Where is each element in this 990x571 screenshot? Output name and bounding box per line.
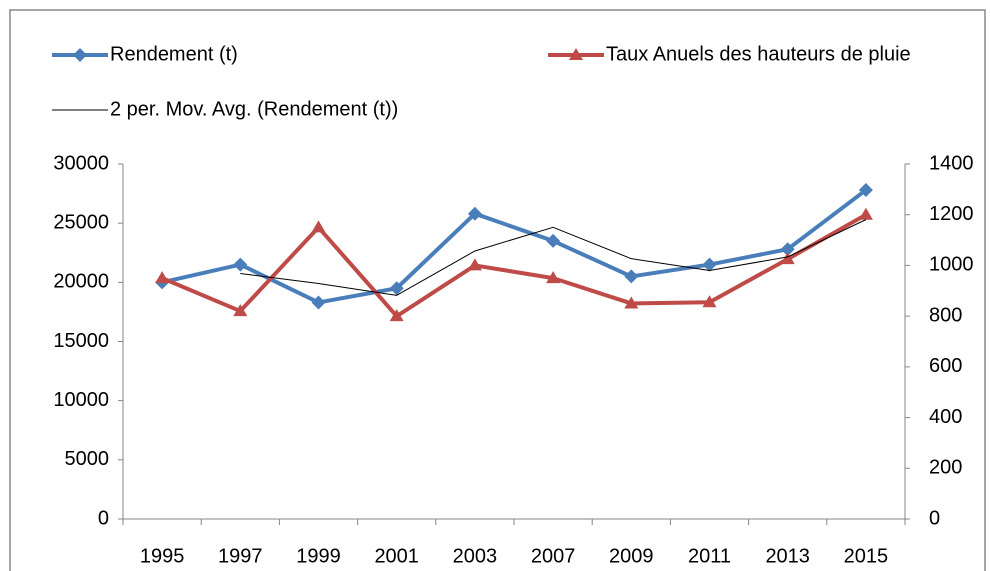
y2-tick-label: 1000 xyxy=(929,254,974,276)
y2-tick-label: 0 xyxy=(929,507,940,529)
marker xyxy=(467,206,482,221)
y-tick-label: 30000 xyxy=(53,152,109,174)
series-line xyxy=(161,188,868,305)
y2-tick-label: 800 xyxy=(929,304,962,326)
y2-tick-label: 400 xyxy=(929,406,962,428)
legend-label: Taux Anuels des hauteurs de pluie xyxy=(606,43,911,65)
marker xyxy=(155,271,170,284)
y-tick-label: 5000 xyxy=(65,448,110,470)
series-line xyxy=(161,212,867,319)
chart-border xyxy=(9,9,986,571)
x-tick-label: 1995 xyxy=(140,545,185,567)
marker xyxy=(858,183,873,198)
y2-tick-label: 1400 xyxy=(929,152,974,174)
marker xyxy=(780,252,795,265)
marker xyxy=(546,271,561,284)
marker xyxy=(311,295,326,310)
marker xyxy=(624,269,639,284)
marker xyxy=(233,257,248,272)
legend-label: Rendement (t) xyxy=(110,43,238,65)
y-tick-label: 10000 xyxy=(53,389,109,411)
marker xyxy=(702,257,717,272)
marker xyxy=(624,296,639,309)
marker xyxy=(311,220,326,233)
marker xyxy=(546,233,561,248)
y2-tick-label: 600 xyxy=(929,355,962,377)
y-tick-label: 0 xyxy=(98,507,109,529)
legend-marker xyxy=(569,48,583,60)
marker xyxy=(389,309,404,322)
x-tick-label: 1999 xyxy=(296,545,341,567)
marker xyxy=(780,242,795,257)
marker xyxy=(233,304,248,317)
x-tick-label: 2001 xyxy=(374,545,419,567)
y-tick-label: 20000 xyxy=(53,271,109,293)
x-tick-label: 1997 xyxy=(218,545,263,567)
legend-marker xyxy=(73,48,87,62)
y-tick-label: 15000 xyxy=(53,330,109,352)
y2-tick-label: 1200 xyxy=(929,203,974,225)
y2-tick-label: 200 xyxy=(929,457,962,479)
x-tick-label: 2011 xyxy=(688,545,731,567)
y-tick-label: 25000 xyxy=(53,211,109,233)
marker xyxy=(467,258,482,271)
x-tick-label: 2015 xyxy=(844,545,889,567)
marker xyxy=(702,295,717,308)
legend-label: 2 per. Mov. Avg. (Rendement (t)) xyxy=(110,98,398,120)
x-tick-label: 2007 xyxy=(531,545,576,567)
series-line xyxy=(240,219,867,296)
marker xyxy=(858,207,873,220)
x-tick-label: 2013 xyxy=(765,545,810,567)
x-tick-label: 2009 xyxy=(609,545,654,567)
x-tick-label: 2003 xyxy=(453,545,498,567)
marker xyxy=(389,281,404,296)
